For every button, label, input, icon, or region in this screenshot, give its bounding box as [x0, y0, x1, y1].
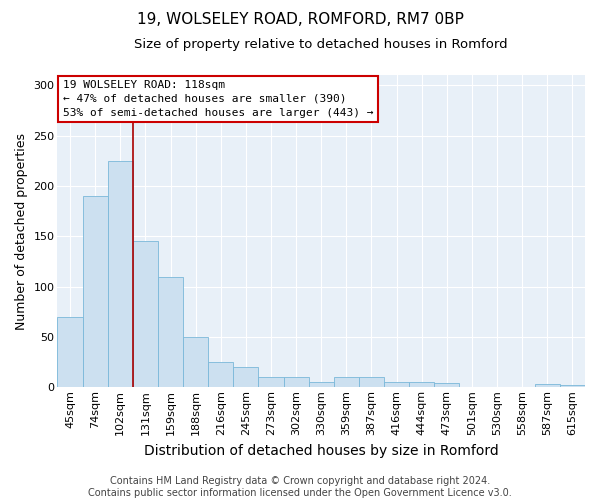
Bar [133, 242, 158, 388]
Bar [108, 161, 133, 388]
Bar [359, 377, 384, 388]
Text: Contains HM Land Registry data © Crown copyright and database right 2024.
Contai: Contains HM Land Registry data © Crown c… [88, 476, 512, 498]
Bar [434, 383, 460, 388]
Bar [208, 362, 233, 388]
Bar [334, 377, 359, 388]
Bar [384, 382, 409, 388]
Bar [183, 337, 208, 388]
Bar [308, 382, 334, 388]
Bar [259, 377, 284, 388]
Y-axis label: Number of detached properties: Number of detached properties [15, 133, 28, 330]
Title: Size of property relative to detached houses in Romford: Size of property relative to detached ho… [134, 38, 508, 51]
Bar [83, 196, 108, 388]
Bar [158, 276, 183, 388]
Bar [58, 317, 83, 388]
Text: 19 WOLSELEY ROAD: 118sqm
← 47% of detached houses are smaller (390)
53% of semi-: 19 WOLSELEY ROAD: 118sqm ← 47% of detach… [63, 80, 373, 118]
Bar [560, 386, 585, 388]
Text: 19, WOLSELEY ROAD, ROMFORD, RM7 0BP: 19, WOLSELEY ROAD, ROMFORD, RM7 0BP [137, 12, 463, 28]
Bar [284, 377, 308, 388]
X-axis label: Distribution of detached houses by size in Romford: Distribution of detached houses by size … [144, 444, 499, 458]
Bar [535, 384, 560, 388]
Bar [233, 367, 259, 388]
Bar [409, 382, 434, 388]
